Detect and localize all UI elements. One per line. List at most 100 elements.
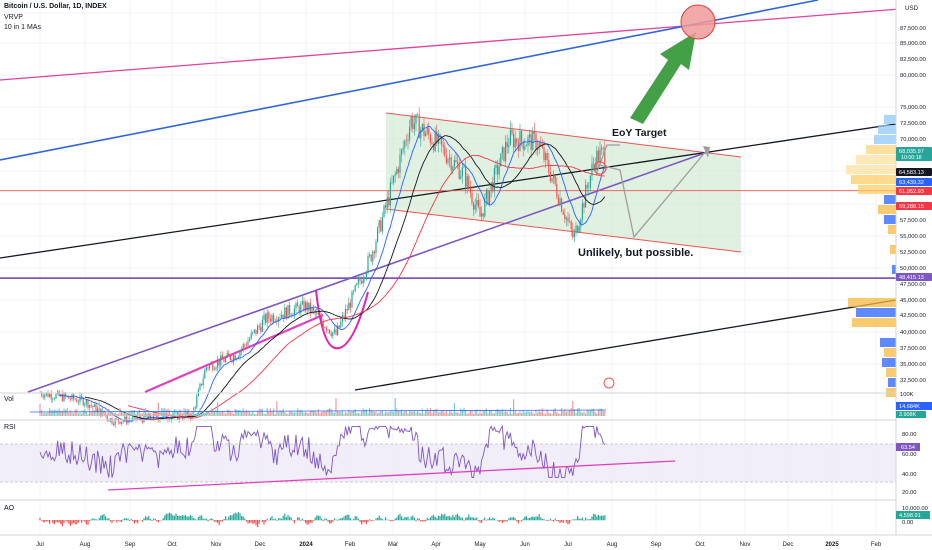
ao-bar bbox=[135, 520, 137, 523]
volume-bar bbox=[375, 411, 377, 416]
ao-bar bbox=[109, 520, 111, 522]
ao-bar bbox=[335, 519, 337, 521]
candle-body bbox=[533, 130, 535, 134]
volume-bar bbox=[74, 409, 76, 416]
ao-panel-label[interactable]: AO bbox=[4, 505, 15, 512]
candle-body bbox=[242, 344, 244, 349]
volume-bar bbox=[434, 409, 436, 416]
ao-bar bbox=[129, 520, 131, 521]
ao-bar bbox=[47, 520, 49, 522]
volume-bar bbox=[409, 411, 411, 416]
candle-body bbox=[103, 410, 105, 415]
candle-body bbox=[42, 395, 44, 398]
candle-body bbox=[545, 153, 547, 161]
volume-bar bbox=[465, 410, 467, 416]
volume-bar bbox=[151, 413, 153, 416]
volume-bar bbox=[114, 412, 116, 416]
volume-bar bbox=[452, 413, 454, 416]
candle-body bbox=[418, 114, 420, 139]
volume-bar bbox=[281, 410, 283, 416]
price-tick-label: 82,500.00 bbox=[900, 57, 926, 63]
ao-bar bbox=[463, 520, 465, 521]
candle-body bbox=[556, 184, 558, 197]
ao-bar bbox=[77, 520, 79, 523]
volume-bar bbox=[391, 410, 393, 416]
candle-body bbox=[341, 315, 343, 322]
ao-bar bbox=[89, 520, 91, 522]
candle-body bbox=[106, 416, 108, 420]
candle-body bbox=[434, 131, 436, 151]
candle-body bbox=[279, 317, 281, 319]
candle-body bbox=[577, 225, 579, 233]
ao-bar bbox=[269, 517, 271, 521]
candle-body bbox=[348, 302, 350, 311]
volume-bar bbox=[260, 408, 262, 416]
ao-bar bbox=[84, 520, 86, 522]
volume-bar bbox=[596, 413, 598, 416]
ao-bar bbox=[487, 518, 489, 521]
volume-bar bbox=[385, 411, 387, 416]
candle-body bbox=[575, 225, 577, 233]
volume-bar bbox=[255, 413, 257, 416]
candle-body bbox=[557, 196, 559, 205]
candle-body bbox=[535, 133, 537, 150]
candle-body bbox=[498, 166, 500, 175]
ao-bar bbox=[484, 517, 486, 521]
vp-bar bbox=[884, 195, 896, 204]
price-tag-label: 61,952.93 bbox=[899, 189, 924, 195]
time-tick-label: Sep bbox=[651, 542, 662, 548]
candle-body bbox=[367, 256, 369, 273]
news-flag-icon bbox=[603, 377, 615, 389]
volume-panel-label[interactable]: Vol bbox=[4, 396, 14, 403]
volume-bar bbox=[162, 408, 164, 416]
ao-bar bbox=[209, 519, 211, 521]
candle-body bbox=[63, 393, 65, 401]
ao-bar bbox=[469, 517, 471, 521]
volume-bar bbox=[47, 412, 49, 416]
ao-bar bbox=[63, 520, 65, 523]
candle-body bbox=[74, 399, 76, 400]
ao-bar bbox=[521, 520, 523, 522]
target-arrow bbox=[630, 32, 696, 124]
candle-body bbox=[143, 414, 145, 423]
indicator-mas[interactable]: 10 in 1 MAs bbox=[4, 24, 41, 31]
volume-bar bbox=[220, 412, 222, 416]
candle-body bbox=[465, 166, 467, 187]
ao-bar bbox=[551, 520, 553, 521]
candle-body bbox=[93, 404, 95, 408]
volume-bar bbox=[354, 409, 356, 416]
ao-bar bbox=[533, 517, 535, 521]
ao-tag-bg bbox=[896, 511, 930, 519]
price-tick-label: 55,000.00 bbox=[900, 234, 926, 240]
volume-bar bbox=[561, 408, 563, 416]
volume-bar bbox=[530, 411, 532, 416]
volume-bar bbox=[130, 410, 132, 416]
symbol-title[interactable]: Bitcoin / U.S. Dollar, 1D, INDEX bbox=[4, 3, 107, 10]
candle-body bbox=[253, 329, 255, 333]
indicator-vrvp[interactable]: VRVP bbox=[4, 14, 23, 21]
time-tick-label: 2024 bbox=[299, 542, 313, 548]
volume-bar bbox=[476, 409, 478, 416]
candle-body bbox=[583, 203, 585, 208]
price-tick-label: 35,000.00 bbox=[900, 362, 926, 368]
ao-bar bbox=[578, 518, 580, 521]
volume-bar bbox=[244, 411, 246, 416]
candle-body bbox=[581, 203, 583, 220]
volume-bar bbox=[396, 408, 398, 416]
ao-bar bbox=[348, 514, 350, 521]
ao-bar bbox=[354, 516, 356, 521]
volume-bar bbox=[479, 409, 481, 416]
rsi-panel-label[interactable]: RSI bbox=[4, 424, 16, 431]
rsi-tag-bg bbox=[896, 443, 920, 451]
volume-bar bbox=[583, 411, 585, 416]
ao-bar bbox=[58, 520, 60, 523]
volume-bar bbox=[485, 408, 487, 416]
ao-bar bbox=[44, 520, 46, 523]
candle-body bbox=[385, 205, 387, 208]
volume-bar bbox=[276, 401, 278, 416]
ao-bar bbox=[471, 517, 473, 521]
ao-bar bbox=[575, 518, 577, 521]
candle-body bbox=[205, 367, 207, 371]
